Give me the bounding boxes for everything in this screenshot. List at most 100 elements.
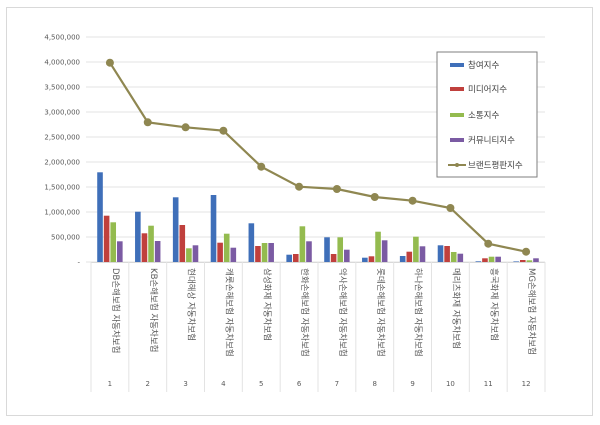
category-label: 흥국화재 자동차보험 bbox=[488, 268, 499, 341]
bar-3-5 bbox=[306, 241, 312, 262]
bar-1-7 bbox=[368, 256, 375, 262]
legend-label: 참여지수 bbox=[468, 60, 499, 71]
legend-swatch bbox=[450, 63, 464, 67]
category-index: 2 bbox=[146, 380, 150, 388]
category-label: 현대해상 자동차보험 bbox=[186, 268, 197, 341]
bar-2-0 bbox=[110, 222, 117, 262]
category-index: 1 bbox=[108, 380, 112, 388]
y-tick-label: 1,000,000 bbox=[44, 209, 80, 217]
legend-marker bbox=[455, 163, 459, 167]
brand-index-marker bbox=[257, 162, 266, 171]
brand-index-marker bbox=[332, 185, 341, 193]
category-label: KB손해보험 자동차보험 bbox=[148, 268, 158, 353]
y-axis: - 500,000 1,000,000 1,500,000 2,000,000 2,500… bbox=[44, 34, 80, 267]
category-index: 3 bbox=[183, 380, 187, 388]
legend-swatch bbox=[450, 87, 464, 91]
bar-3-10 bbox=[495, 256, 501, 262]
category-index: 8 bbox=[373, 380, 377, 388]
brand-index-marker bbox=[484, 239, 493, 248]
legend-label: 미디어지수 bbox=[468, 84, 507, 95]
category-label: 삼성화재 자동차보험 bbox=[261, 268, 272, 341]
legend-swatch bbox=[450, 138, 464, 142]
brand-index-line bbox=[108, 62, 527, 253]
bar-1-8 bbox=[406, 251, 413, 262]
y-tick-label: 4,500,000 bbox=[44, 34, 80, 42]
x-axis: DB손해보험 자동차보험 1 KB손해보험 자동차보험 2 현대해상 자동차보험 3 캐롯손… bbox=[90, 262, 546, 392]
bar-3-4 bbox=[268, 243, 274, 262]
bar-2-7 bbox=[375, 231, 381, 262]
bar-1-6 bbox=[330, 254, 337, 262]
category-index: 4 bbox=[221, 380, 226, 388]
bar-2-5 bbox=[299, 226, 306, 262]
bar-2-4 bbox=[261, 243, 268, 262]
bar-0-1 bbox=[135, 211, 141, 262]
bar-0-4 bbox=[248, 223, 255, 262]
brand-index-marker bbox=[370, 193, 379, 201]
bar-1-0 bbox=[103, 215, 110, 262]
category-index: 5 bbox=[259, 380, 263, 388]
bar-3-6 bbox=[344, 249, 350, 262]
y-tick-label: 2,500,000 bbox=[44, 134, 80, 142]
bar-1-11 bbox=[519, 260, 526, 262]
brand-index-marker bbox=[522, 247, 531, 256]
bar-0-8 bbox=[399, 256, 406, 262]
bar-0-0 bbox=[97, 172, 103, 262]
bar-2-2 bbox=[186, 248, 192, 262]
category-index: 9 bbox=[410, 380, 414, 388]
category-index: 10 bbox=[446, 380, 455, 388]
bar-0-2 bbox=[172, 197, 179, 262]
category-index: 12 bbox=[522, 380, 531, 388]
bar-3-2 bbox=[192, 245, 199, 262]
bar-1-4 bbox=[255, 246, 261, 262]
brand-index-marker bbox=[446, 204, 455, 212]
brand-index-marker bbox=[295, 182, 304, 191]
bar-1-9 bbox=[444, 246, 450, 262]
bar-0-11 bbox=[513, 261, 519, 262]
legend-label: 브랜드평판지수 bbox=[468, 160, 523, 171]
y-tick-label: - bbox=[77, 259, 80, 267]
bar-2-3 bbox=[223, 233, 230, 262]
bar-1-5 bbox=[292, 254, 299, 262]
bar-3-8 bbox=[419, 246, 426, 262]
category-label: 메리츠화재 자동차보험 bbox=[450, 268, 460, 349]
category-index: 11 bbox=[484, 380, 493, 388]
legend-label: 커뮤니티지수 bbox=[468, 135, 515, 146]
y-tick-label: 2,000,000 bbox=[44, 159, 80, 167]
brand-index-marker bbox=[105, 58, 114, 67]
category-label: 롯데손해보험 자동차보험 bbox=[375, 268, 385, 357]
bar-0-6 bbox=[324, 237, 330, 262]
category-label: 한화손해보험 자동차보험 bbox=[299, 268, 309, 357]
bar-2-9 bbox=[450, 252, 457, 262]
category-label: 하나손해보험 자동차보험 bbox=[413, 268, 424, 357]
legend-swatch bbox=[450, 113, 464, 117]
y-tick-label: 3,000,000 bbox=[44, 109, 80, 117]
category-label: 캐롯손해보험 자동차보험 bbox=[223, 268, 233, 357]
category-label: MG손해보험 자동차보험 bbox=[526, 268, 536, 355]
bar-2-6 bbox=[337, 237, 344, 262]
brand-index-marker bbox=[143, 118, 152, 127]
bar-0-3 bbox=[210, 195, 217, 262]
bar-3-9 bbox=[457, 253, 464, 262]
bar-1-10 bbox=[482, 258, 488, 262]
category-label: 악사손해보험 자동차보험 bbox=[337, 268, 348, 357]
category-index: 7 bbox=[335, 380, 339, 388]
bar-2-11 bbox=[526, 260, 533, 262]
bar-2-8 bbox=[413, 236, 419, 262]
brand-index-marker bbox=[408, 196, 417, 205]
legend-label: 소통지수 bbox=[468, 111, 499, 121]
category-label: DB손해보험 자동차보험 bbox=[110, 268, 120, 353]
category-index: 6 bbox=[297, 380, 302, 388]
bar-0-9 bbox=[437, 245, 444, 262]
brand-index-marker bbox=[219, 126, 228, 135]
bar-3-0 bbox=[117, 241, 123, 262]
bar-2-10 bbox=[488, 256, 495, 262]
bar-1-1 bbox=[141, 233, 148, 262]
bar-3-7 bbox=[381, 240, 388, 262]
bar-1-2 bbox=[179, 225, 186, 262]
bar-0-10 bbox=[475, 261, 482, 262]
line-series-brand-index bbox=[105, 58, 531, 256]
bar-3-11 bbox=[533, 258, 539, 262]
bar-0-5 bbox=[286, 254, 292, 262]
